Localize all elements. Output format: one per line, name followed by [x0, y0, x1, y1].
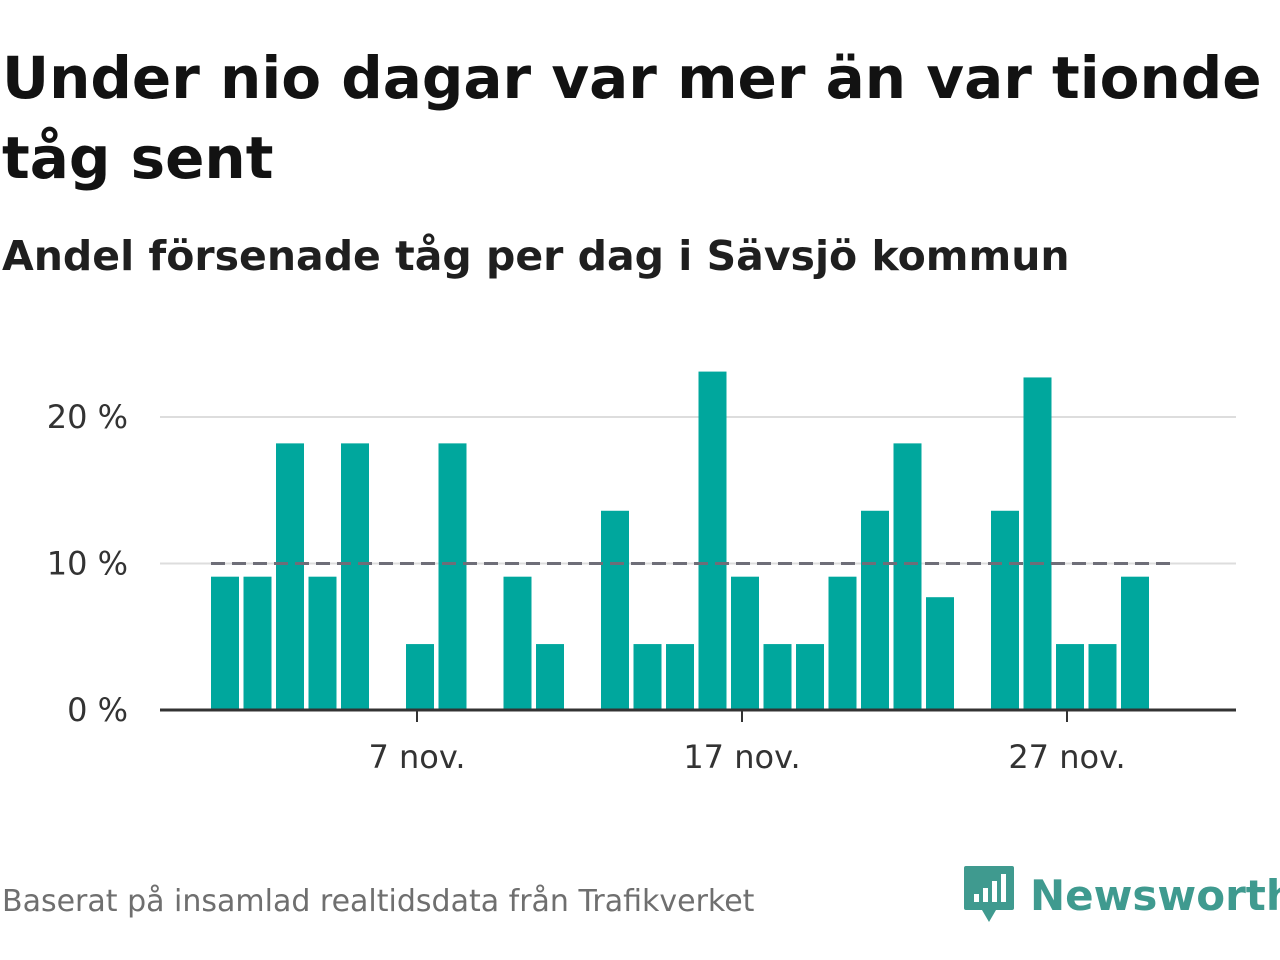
x-tick-label: 7 nov. — [368, 738, 465, 776]
bar — [308, 576, 337, 710]
bar — [276, 443, 304, 710]
bar — [828, 576, 857, 710]
bar — [633, 644, 662, 710]
bar — [536, 644, 564, 710]
bar — [763, 644, 792, 710]
bar — [861, 510, 889, 710]
bar — [601, 510, 629, 710]
chart-subtitle: Andel försenade tåg per dag i Sävsjö kom… — [2, 232, 1070, 280]
bar — [341, 443, 369, 710]
x-tick-label: 17 nov. — [683, 738, 800, 776]
brand-name: Newsworthy — [1030, 870, 1280, 920]
bar — [796, 644, 824, 710]
bar — [1088, 644, 1117, 710]
x-tick-label: 27 nov. — [1008, 738, 1125, 776]
bar-chart: 0 % 10 % 20 % 7 nov. 17 nov. 27 nov. — [47, 371, 1236, 776]
bar — [1056, 644, 1084, 710]
bar — [243, 576, 272, 710]
bar — [893, 443, 922, 710]
bar — [1121, 576, 1149, 710]
y-tick-label: 20 % — [47, 398, 128, 436]
bar — [698, 371, 727, 710]
y-tick-label: 10 % — [47, 545, 128, 583]
bar — [731, 576, 759, 710]
bar — [991, 510, 1019, 710]
bar — [926, 597, 954, 710]
bar — [406, 644, 434, 710]
bar — [211, 576, 239, 710]
y-tick-label: 0 % — [67, 691, 128, 729]
source-note: Baserat på insamlad realtidsdata från Tr… — [2, 884, 755, 919]
bar — [438, 443, 467, 710]
newsworthy-logo: Newsworthy — [962, 864, 1280, 926]
newsworthy-logo-icon — [964, 866, 1014, 922]
bar — [503, 576, 532, 710]
chart-title: Under nio dagar var mer än var tionde tå… — [2, 44, 1262, 192]
bar — [1023, 377, 1052, 710]
bar — [666, 644, 694, 710]
